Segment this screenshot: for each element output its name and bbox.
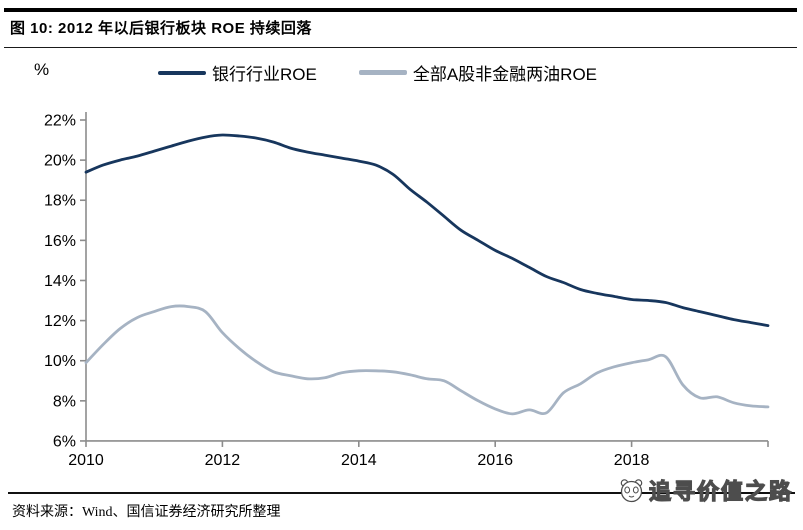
series-line-bank-roe — [84, 133, 770, 327]
y-tick-label: 8% — [53, 393, 76, 410]
legend-item-bank-roe: 银行行业ROE — [158, 60, 317, 85]
legend-item-ashare-roe: 全部A股非金融两油ROE — [358, 60, 598, 85]
figure-bottom-rule — [8, 492, 795, 494]
watermark-text: 追寻价值之路 — [648, 478, 793, 504]
legend-label: 银行行业ROE — [212, 65, 317, 84]
y-tick-label: 22% — [44, 113, 76, 130]
x-tick-label: 2016 — [477, 452, 513, 469]
y-tick-label: 18% — [44, 193, 76, 210]
x-tick-label: 2012 — [205, 452, 241, 469]
y-tick-label: 12% — [44, 313, 76, 330]
y-tick-label: 16% — [44, 233, 76, 250]
legend-line-swatch-gray — [358, 70, 407, 75]
source-note: 资料来源：Wind、国信证券经济研究所整理 — [12, 505, 281, 520]
roe-line-chart: 22% 20% 18% 16% 14% 12% 10% 8% 6% 2010 2012 2014 201… — [44, 112, 770, 469]
y-tick-label: 6% — [53, 433, 76, 450]
x-tick-label: 2018 — [614, 452, 650, 469]
watermark-panda-logo-icon — [620, 478, 643, 502]
x-tick-label: 2010 — [68, 452, 104, 469]
legend-label: 全部A股非金融两油ROE — [412, 65, 598, 84]
y-tick-label: 20% — [44, 153, 76, 170]
y-tick-label: 10% — [44, 353, 76, 370]
figure-title: 图 10: 2012 年以后银行板块 ROE 持续回落 — [10, 20, 312, 37]
watermark: 追寻价值之路 — [618, 474, 793, 506]
figure-title-bar: 图 10: 2012 年以后银行板块 ROE 持续回落 — [4, 8, 797, 48]
x-tick-label: 2014 — [341, 452, 377, 469]
y-axis-unit-label: % — [34, 60, 50, 79]
chart-legend: 银行行业ROE 全部A股非金融两油ROE — [158, 60, 597, 85]
series-line-ashare-roe — [84, 304, 770, 416]
legend-line-swatch-navy — [158, 70, 206, 75]
y-tick-label: 14% — [44, 273, 76, 290]
